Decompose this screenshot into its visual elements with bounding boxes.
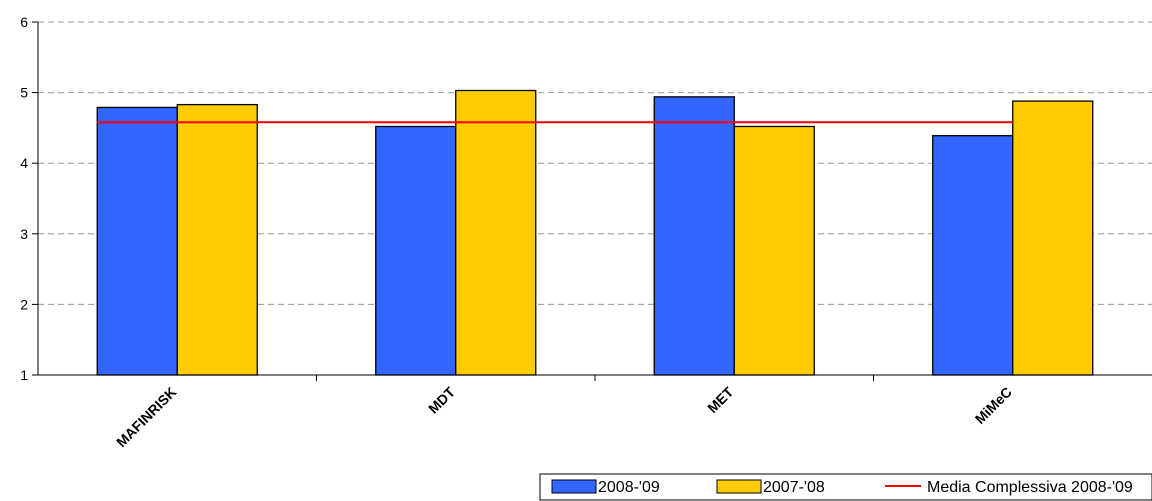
legend-swatch (716, 479, 762, 494)
bar (653, 96, 735, 376)
legend-swatch (551, 479, 597, 494)
y-tick-label: 4 (20, 155, 28, 171)
x-category-label: MAFINRISK (113, 384, 179, 450)
y-tick-labels: 1 2 3 4 5 6 (20, 14, 28, 383)
bar (96, 106, 178, 376)
bar (176, 103, 258, 376)
y-tick-label: 1 (20, 367, 28, 383)
y-tick-label: 5 (20, 85, 28, 101)
y-tick-label: 2 (20, 296, 28, 312)
y-tick-label: 3 (20, 226, 28, 242)
bars (96, 89, 1094, 376)
bar (733, 125, 815, 376)
x-category-label: MiMeC (972, 384, 1015, 427)
legend-label: 2007-'08 (763, 479, 825, 496)
bar (455, 89, 537, 376)
x-category-label: MET (704, 383, 737, 416)
x-category-label: MDT (425, 383, 458, 416)
legend-label: Media Complessiva 2008-'09 (927, 479, 1133, 496)
legend: 2008-'09 2007-'08 Media Complessiva 2008-'… (539, 473, 1152, 501)
legend-box (539, 473, 1152, 501)
legend-label: 2008-'09 (598, 479, 660, 496)
axes (32, 21, 1152, 381)
bar (932, 135, 1014, 376)
x-tick-labels: MAFINRISK MDT MET MiMeC (113, 383, 1015, 450)
bar (375, 125, 457, 376)
y-tick-label: 6 (20, 14, 28, 30)
bar (1012, 100, 1094, 376)
